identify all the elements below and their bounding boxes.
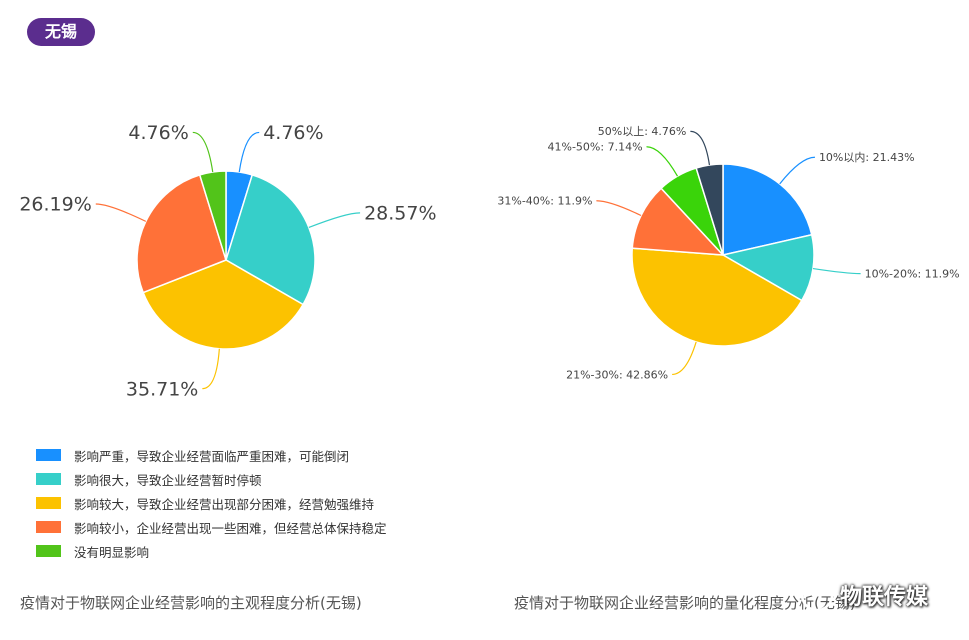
slice-label: 41%-50%: 7.14%: [548, 141, 643, 154]
leader-line: [192, 131, 214, 173]
pie-chart-quantified: 10%以内: 21.43% 10%-20%: 11.9% 21%-30%: 42.8…: [497, 125, 959, 381]
pie-slice: [142, 259, 305, 350]
legend-swatch: [36, 521, 61, 533]
region-tag: 无锡: [27, 18, 95, 46]
leader-line: [690, 130, 711, 166]
pie-slice: [631, 247, 803, 347]
slice-label: 35.71%: [126, 378, 198, 400]
caption-left: 疫情对于物联网企业经营影响的主观程度分析(无锡): [20, 594, 362, 612]
leader-line: [238, 131, 260, 173]
pie-slice: [722, 163, 813, 256]
slice-label: 4.76%: [263, 122, 323, 144]
pie-slice: [136, 174, 227, 294]
legend-swatch: [36, 473, 61, 485]
legend-swatch: [36, 545, 61, 557]
legend-label: 影响较小，企业经营出现一些困难，但经营总体保持稳定: [74, 520, 387, 536]
wechat-icon: [800, 578, 834, 612]
legend-label: 影响严重，导致企业经营面临严重困难，可能倒闭: [74, 448, 350, 464]
watermark-text: 物联传媒: [840, 585, 929, 610]
legend-item: 影响严重，导致企业经营面临严重困难，可能倒闭: [36, 443, 387, 467]
pie-slice: [720, 233, 815, 302]
leader-line: [672, 341, 697, 376]
leader-line: [812, 267, 861, 275]
legend: 影响严重，导致企业经营面临严重困难，可能倒闭 影响很大，导致企业经营暂时停顿影响较…: [36, 443, 387, 563]
pie-slice: [631, 187, 725, 256]
legend-label: 影响较大，导致企业经营出现部分困难，经营勉强维持: [74, 496, 375, 512]
legend-label: 没有明显影响: [74, 544, 150, 560]
pie-slice: [198, 170, 227, 261]
legend-item: 影响较小，企业经营出现一些困难，但经营总体保持稳定: [36, 515, 387, 539]
legend-item: 影响很大，导致企业经营暂时停顿: [36, 467, 387, 491]
slice-label: 10%-20%: 11.9%: [865, 267, 960, 280]
leader-line: [202, 348, 220, 390]
slice-label: 31%-40%: 11.9%: [497, 195, 592, 208]
leader-line: [95, 203, 147, 222]
leader-line: [596, 200, 642, 217]
legend-swatch: [36, 497, 61, 509]
legend-item: 影响较大，导致企业经营出现部分困难，经营勉强维持: [36, 491, 387, 515]
slice-label: 28.57%: [364, 203, 436, 225]
legend-label: 影响很大，导致企业经营暂时停顿: [74, 472, 262, 488]
slice-label: 21%-30%: 42.86%: [566, 368, 668, 381]
pie-chart-subjective: 4.76% 28.57% 35.71% 26.19% 4.76%: [19, 122, 436, 400]
slice-label: 26.19%: [19, 194, 91, 216]
slice-label: 4.76%: [128, 122, 188, 144]
slice-label: 50%以上: 4.76%: [598, 125, 687, 138]
caption-right: 疫情对于物联网企业经营影响的量化程度分析(无锡): [514, 594, 856, 612]
leader-line: [646, 146, 679, 177]
legend-swatch: [36, 449, 61, 461]
slice-label: 10%以内: 21.43%: [819, 150, 915, 164]
watermark: 物联传媒: [800, 578, 928, 612]
leader-line: [308, 212, 361, 229]
legend-item: 没有明显影响: [36, 539, 387, 563]
leader-line: [779, 156, 815, 185]
